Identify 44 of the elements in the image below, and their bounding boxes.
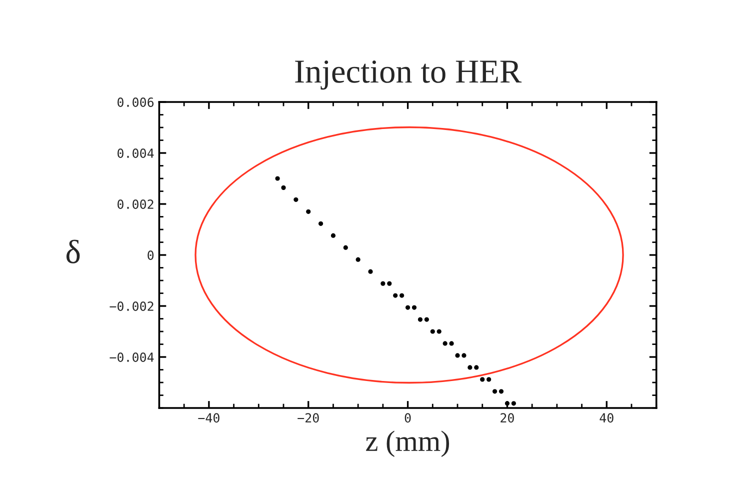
point [486, 377, 492, 382]
point [306, 209, 311, 214]
point [405, 305, 410, 310]
point [412, 305, 417, 310]
point [387, 281, 392, 286]
point [400, 293, 404, 298]
point [455, 353, 460, 358]
chart-title: Injection to HER [295, 60, 522, 90]
y-tick-label: 0 [148, 250, 154, 260]
y-tick-label: 0.006 [118, 98, 154, 107]
x-tick-label: 20 [500, 413, 514, 423]
point [294, 197, 298, 202]
x-tick-label: −20 [298, 413, 319, 423]
point [468, 365, 472, 370]
point [449, 341, 454, 346]
point [424, 317, 429, 322]
point [275, 176, 280, 181]
x-tick-label: 40 [600, 413, 614, 423]
x-tick-label: 0 [404, 413, 411, 423]
point [343, 245, 348, 250]
point [442, 341, 448, 346]
point [380, 281, 386, 286]
point [393, 293, 398, 298]
point [356, 257, 360, 262]
point [480, 377, 485, 382]
point [462, 353, 466, 358]
point [474, 365, 479, 370]
point [436, 329, 442, 334]
point [330, 233, 336, 238]
y-axis-title: δ [66, 240, 80, 264]
point [368, 269, 373, 274]
point [418, 317, 423, 322]
point [430, 329, 435, 334]
x-axis-title: z (mm) [366, 430, 450, 458]
y-tick-label: −0.004 [110, 352, 154, 362]
y-tick-label: 0.004 [118, 148, 154, 158]
x-tick-label: −40 [198, 413, 220, 423]
point [511, 401, 516, 406]
y-tick-label: −0.002 [110, 302, 154, 311]
point [318, 221, 324, 226]
point [492, 389, 498, 394]
y-tick-label: 0.002 [118, 200, 154, 209]
point [281, 185, 286, 190]
point [498, 389, 504, 394]
